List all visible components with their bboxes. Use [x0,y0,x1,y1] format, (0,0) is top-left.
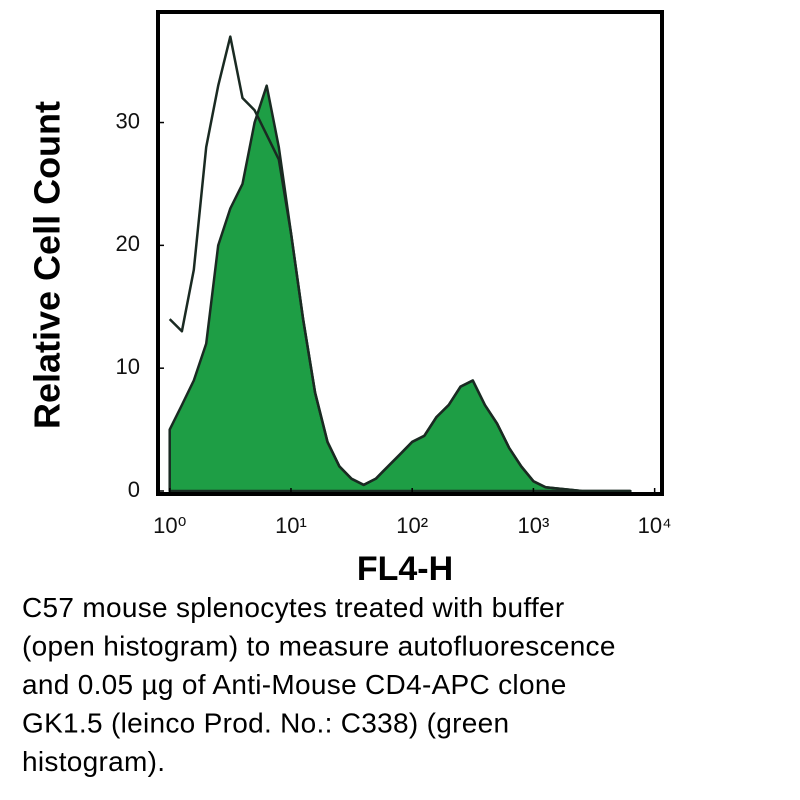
caption-line: C57 mouse splenocytes treated with buffe… [22,592,565,623]
x-tick-label: 10⁰ [153,513,186,538]
x-axis-label: FL4-H [357,550,453,588]
y-axis-label: Relative Cell Count [27,101,68,429]
caption-line: (open histogram) to measure autofluoresc… [22,631,616,662]
caption-line: and 0.05 µg of Anti-Mouse CD4-APC clone [22,669,567,700]
x-tick-label: 10⁴ [638,513,672,538]
histogram-outline [168,35,631,493]
y-tick-label: 10 [116,354,140,379]
y-tick-label: 30 [116,108,140,133]
x-tick-label: 10³ [518,513,550,538]
x-tick-label: 10¹ [275,513,307,538]
y-tick-label: 20 [116,231,140,256]
plot-frame [156,10,664,496]
caption: C57 mouse splenocytes treated with buffe… [22,592,616,777]
y-tick-label: 0 [128,477,140,502]
caption-line: GK1.5 (leinco Prod. No.: C338) (green [22,708,509,739]
x-tick-label: 10² [396,513,428,538]
caption-line: histogram). [22,746,165,777]
